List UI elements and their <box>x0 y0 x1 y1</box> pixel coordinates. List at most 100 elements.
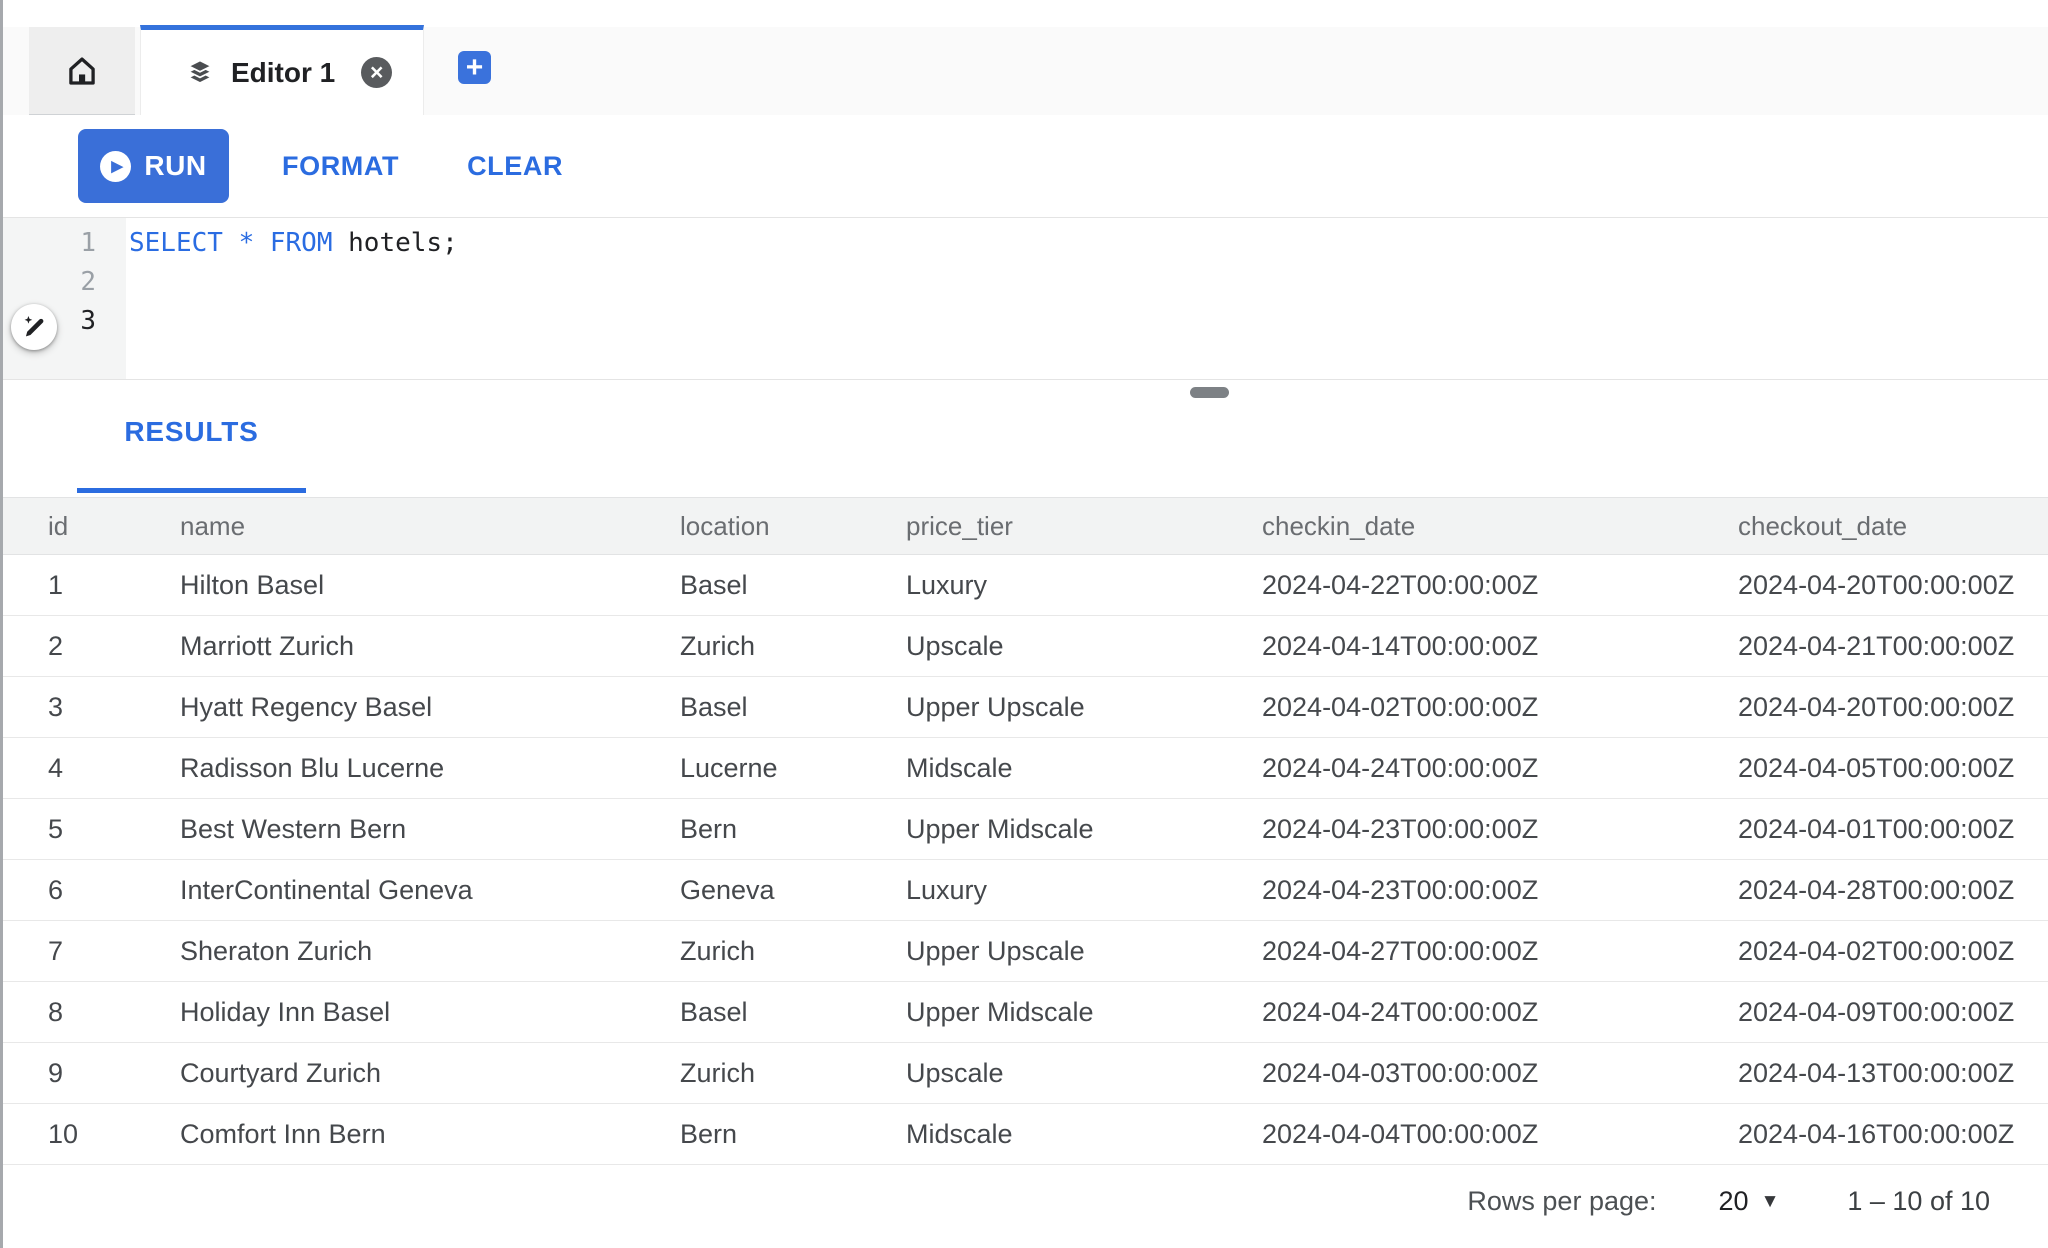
cell-id: 9 <box>0 1042 180 1104</box>
sql-code-editor[interactable]: 1 2 3 SELECT * FROM hotels; <box>0 218 2048 380</box>
cell-location: Bern <box>680 798 906 860</box>
cell-name: InterContinental Geneva <box>180 859 680 921</box>
sql-text: hotels; <box>332 228 458 258</box>
cell-price-tier: Upscale <box>906 1042 1262 1104</box>
rows-per-page-select[interactable]: 20 ▼ <box>1719 1186 1780 1217</box>
cell-checkout-date: 2024-04-28T00:00:00Z <box>1738 859 2048 921</box>
cell-name: Marriott Zurich <box>180 615 680 677</box>
cell-checkout-date: 2024-04-16T00:00:00Z <box>1738 1103 2048 1165</box>
pagination-footer: Rows per page: 20 ▼ 1 – 10 of 10 <box>0 1165 2048 1238</box>
cell-name: Comfort Inn Bern <box>180 1103 680 1165</box>
cell-location: Zurich <box>680 615 906 677</box>
cell-location: Zurich <box>680 920 906 982</box>
cell-id: 3 <box>0 676 180 738</box>
tab-editor-1[interactable]: Editor 1 × <box>140 25 424 115</box>
cell-name: Sheraton Zurich <box>180 920 680 982</box>
table-row[interactable]: 8 Holiday Inn Basel Basel Upper Midscale… <box>0 981 2048 1043</box>
magic-pencil-icon <box>21 314 48 341</box>
cell-location: Zurich <box>680 1042 906 1104</box>
column-header-checkout-date: checkout_date <box>1738 497 2048 555</box>
pagination-range: 1 – 10 of 10 <box>1847 1186 1990 1216</box>
cell-id: 6 <box>0 859 180 921</box>
cell-name: Holiday Inn Basel <box>180 981 680 1043</box>
cell-location: Geneva <box>680 859 906 921</box>
table-row[interactable]: 2 Marriott Zurich Zurich Upscale 2024-04… <box>0 615 2048 677</box>
cell-checkin-date: 2024-04-27T00:00:00Z <box>1262 920 1738 982</box>
table-row[interactable]: 1 Hilton Basel Basel Luxury 2024-04-22T0… <box>0 554 2048 616</box>
close-tab-icon[interactable]: × <box>361 57 393 88</box>
code-line-1: SELECT * FROM hotels; <box>129 224 2048 263</box>
cell-checkout-date: 2024-04-20T00:00:00Z <box>1738 554 2048 616</box>
cell-checkin-date: 2024-04-14T00:00:00Z <box>1262 615 1738 677</box>
home-icon <box>64 53 100 89</box>
table-row[interactable]: 6 InterContinental Geneva Geneva Luxury … <box>0 859 2048 921</box>
cell-checkout-date: 2024-04-13T00:00:00Z <box>1738 1042 2048 1104</box>
tab-results[interactable]: RESULTS <box>77 380 306 497</box>
cell-name: Best Western Bern <box>180 798 680 860</box>
table-row[interactable]: 9 Courtyard Zurich Zurich Upscale 2024-0… <box>0 1042 2048 1104</box>
cell-checkin-date: 2024-04-23T00:00:00Z <box>1262 798 1738 860</box>
cell-id: 10 <box>0 1103 180 1165</box>
results-panel-header: RESULTS <box>0 380 2048 497</box>
panel-drag-handle[interactable] <box>1190 387 1229 398</box>
cell-id: 7 <box>0 920 180 982</box>
format-button[interactable]: FORMAT <box>282 150 400 181</box>
cell-checkin-date: 2024-04-24T00:00:00Z <box>1262 737 1738 799</box>
column-header-location: location <box>680 497 906 555</box>
table-row[interactable]: 5 Best Western Bern Bern Upper Midscale … <box>0 798 2048 860</box>
cell-id: 8 <box>0 981 180 1043</box>
column-header-id: id <box>0 497 180 555</box>
code-line-2 <box>129 263 2048 302</box>
cell-name: Courtyard Zurich <box>180 1042 680 1104</box>
line-number: 2 <box>80 267 96 297</box>
table-row[interactable]: 7 Sheraton Zurich Zurich Upper Upscale 2… <box>0 920 2048 982</box>
cell-checkin-date: 2024-04-03T00:00:00Z <box>1262 1042 1738 1104</box>
layers-icon <box>185 58 215 88</box>
editor-tab-label: Editor 1 <box>231 56 336 88</box>
table-header-row: id name location price_tier checkin_date… <box>0 497 2048 555</box>
cell-price-tier: Upper Upscale <box>906 920 1262 982</box>
add-tab-button[interactable]: + <box>458 51 491 84</box>
column-header-price-tier: price_tier <box>906 497 1262 555</box>
top-strip <box>0 0 2048 27</box>
run-button-label: RUN <box>144 150 207 181</box>
play-icon: ▶ <box>100 150 132 182</box>
table-row[interactable]: 10 Comfort Inn Bern Bern Midscale 2024-0… <box>0 1103 2048 1165</box>
table-row[interactable]: 4 Radisson Blu Lucerne Lucerne Midscale … <box>0 737 2048 799</box>
cell-checkout-date: 2024-04-21T00:00:00Z <box>1738 615 2048 677</box>
cell-location: Lucerne <box>680 737 906 799</box>
table-row[interactable]: 3 Hyatt Regency Basel Basel Upper Upscal… <box>0 676 2048 738</box>
run-button[interactable]: ▶ RUN <box>78 129 229 203</box>
cell-checkout-date: 2024-04-05T00:00:00Z <box>1738 737 2048 799</box>
results-tab-label: RESULTS <box>124 416 259 447</box>
active-tab-underline <box>77 488 306 493</box>
caret-down-icon: ▼ <box>1760 1190 1780 1212</box>
cell-checkin-date: 2024-04-04T00:00:00Z <box>1262 1103 1738 1165</box>
cell-name: Radisson Blu Lucerne <box>180 737 680 799</box>
cell-id: 5 <box>0 798 180 860</box>
cell-name: Hilton Basel <box>180 554 680 616</box>
cell-checkout-date: 2024-04-01T00:00:00Z <box>1738 798 2048 860</box>
cell-id: 4 <box>0 737 180 799</box>
cell-id: 2 <box>0 615 180 677</box>
pane-left-border <box>0 0 3 1248</box>
ai-assist-button[interactable] <box>11 304 57 350</box>
clear-button[interactable]: CLEAR <box>467 150 564 181</box>
cell-price-tier: Luxury <box>906 859 1262 921</box>
cell-checkout-date: 2024-04-09T00:00:00Z <box>1738 981 2048 1043</box>
results-table: id name location price_tier checkin_date… <box>0 497 2048 1165</box>
cell-price-tier: Midscale <box>906 737 1262 799</box>
cell-price-tier: Upper Upscale <box>906 676 1262 738</box>
cell-price-tier: Upper Midscale <box>906 798 1262 860</box>
rows-per-page-value: 20 <box>1718 1186 1749 1216</box>
column-header-name: name <box>180 497 680 555</box>
cell-id: 1 <box>0 554 180 616</box>
results-table-body: 1 Hilton Basel Basel Luxury 2024-04-22T0… <box>0 554 2048 1165</box>
cell-location: Bern <box>680 1103 906 1165</box>
line-number-active: 3 <box>80 306 96 336</box>
cell-price-tier: Luxury <box>906 554 1262 616</box>
tab-home[interactable] <box>29 27 135 115</box>
cell-location: Basel <box>680 676 906 738</box>
code-area[interactable]: SELECT * FROM hotels; <box>126 218 2048 379</box>
